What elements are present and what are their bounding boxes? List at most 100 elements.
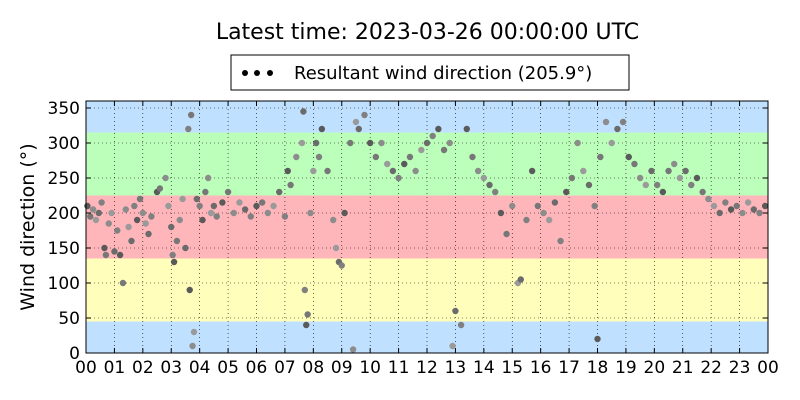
x-tick-label: 08 (303, 358, 325, 378)
x-tick-label: 02 (132, 358, 154, 378)
data-point (352, 118, 360, 126)
data-point (636, 174, 644, 182)
data-point (492, 188, 499, 196)
data-point (156, 185, 164, 192)
data-point (568, 174, 576, 182)
data-point (98, 199, 105, 206)
data-point (580, 167, 587, 175)
y-tick-label: 150 (48, 239, 80, 259)
data-point (378, 139, 385, 147)
data-point (142, 220, 149, 227)
data-point (355, 125, 362, 133)
legend-marker (254, 70, 260, 76)
data-point (301, 286, 309, 294)
data-point (602, 118, 610, 126)
data-point (372, 153, 380, 161)
data-point (517, 276, 524, 283)
y-tick-label: 100 (48, 274, 80, 294)
data-point (133, 216, 141, 224)
data-point (429, 132, 436, 140)
data-point (614, 125, 621, 133)
x-tick-label: 07 (274, 358, 296, 378)
data-point (642, 181, 650, 189)
data-point (463, 125, 470, 133)
data-point (423, 139, 431, 147)
data-point (116, 251, 124, 259)
data-point (349, 346, 357, 353)
x-tick-label: 23 (729, 358, 751, 378)
data-point (202, 188, 209, 196)
data-point (230, 209, 237, 217)
x-tick-label: 12 (416, 358, 438, 378)
data-point (699, 188, 706, 196)
data-point (597, 153, 604, 161)
data-point (276, 188, 283, 196)
data-point (585, 181, 593, 189)
data-point (284, 167, 291, 175)
data-point (186, 286, 193, 294)
data-point (236, 199, 243, 206)
y-tick-label: 300 (48, 134, 80, 154)
data-point (761, 202, 769, 210)
data-point (179, 195, 186, 203)
data-point (733, 202, 740, 210)
data-point (199, 216, 206, 224)
data-point (108, 209, 115, 217)
data-point (213, 213, 220, 220)
data-point (551, 199, 559, 206)
data-point (395, 174, 402, 182)
data-point (540, 209, 547, 217)
data-point (591, 202, 598, 210)
data-point (300, 108, 307, 115)
data-point (122, 206, 129, 213)
x-tick-label: 04 (189, 358, 211, 378)
data-point (241, 206, 249, 213)
data-point (145, 230, 152, 238)
data-point (659, 188, 667, 196)
data-point (563, 188, 570, 196)
data-point (688, 181, 695, 189)
data-point (125, 223, 132, 231)
points-layer (84, 108, 769, 353)
data-point (148, 213, 155, 220)
data-point (440, 146, 448, 154)
data-point (298, 139, 306, 147)
data-point (330, 216, 337, 224)
data-point (165, 202, 172, 210)
color-band (86, 101, 768, 133)
data-point (332, 244, 340, 252)
data-point (449, 342, 456, 350)
data-point (310, 167, 317, 175)
legend-marker (242, 70, 248, 76)
x-tick-label: 01 (104, 358, 126, 378)
data-point (87, 213, 94, 220)
data-point (114, 227, 121, 234)
data-point (315, 153, 323, 161)
data-point (469, 153, 476, 161)
data-point (247, 213, 255, 220)
data-point (480, 174, 488, 182)
data-point (304, 311, 311, 318)
x-tick-label: 00 (757, 358, 779, 378)
data-point (189, 342, 196, 350)
y-tick-label: 0 (69, 344, 80, 364)
data-point (557, 237, 564, 245)
data-point (534, 202, 542, 210)
data-point (750, 206, 757, 213)
data-point (452, 307, 459, 315)
data-point (84, 202, 91, 210)
data-point (594, 335, 601, 343)
chart-title: Latest time: 2023-03-26 00:00:00 UTC (215, 20, 640, 45)
data-point (182, 244, 189, 252)
data-point (169, 251, 176, 259)
x-tick-label: 09 (331, 358, 353, 378)
data-point (435, 125, 442, 133)
data-point (366, 139, 374, 147)
data-point (705, 195, 712, 203)
data-point (412, 167, 419, 175)
x-tick-label: 06 (246, 358, 268, 378)
x-tick-label: 10 (359, 358, 381, 378)
y-axis-label: Wind direction (°) (17, 143, 39, 310)
x-tick-label: 21 (672, 358, 694, 378)
